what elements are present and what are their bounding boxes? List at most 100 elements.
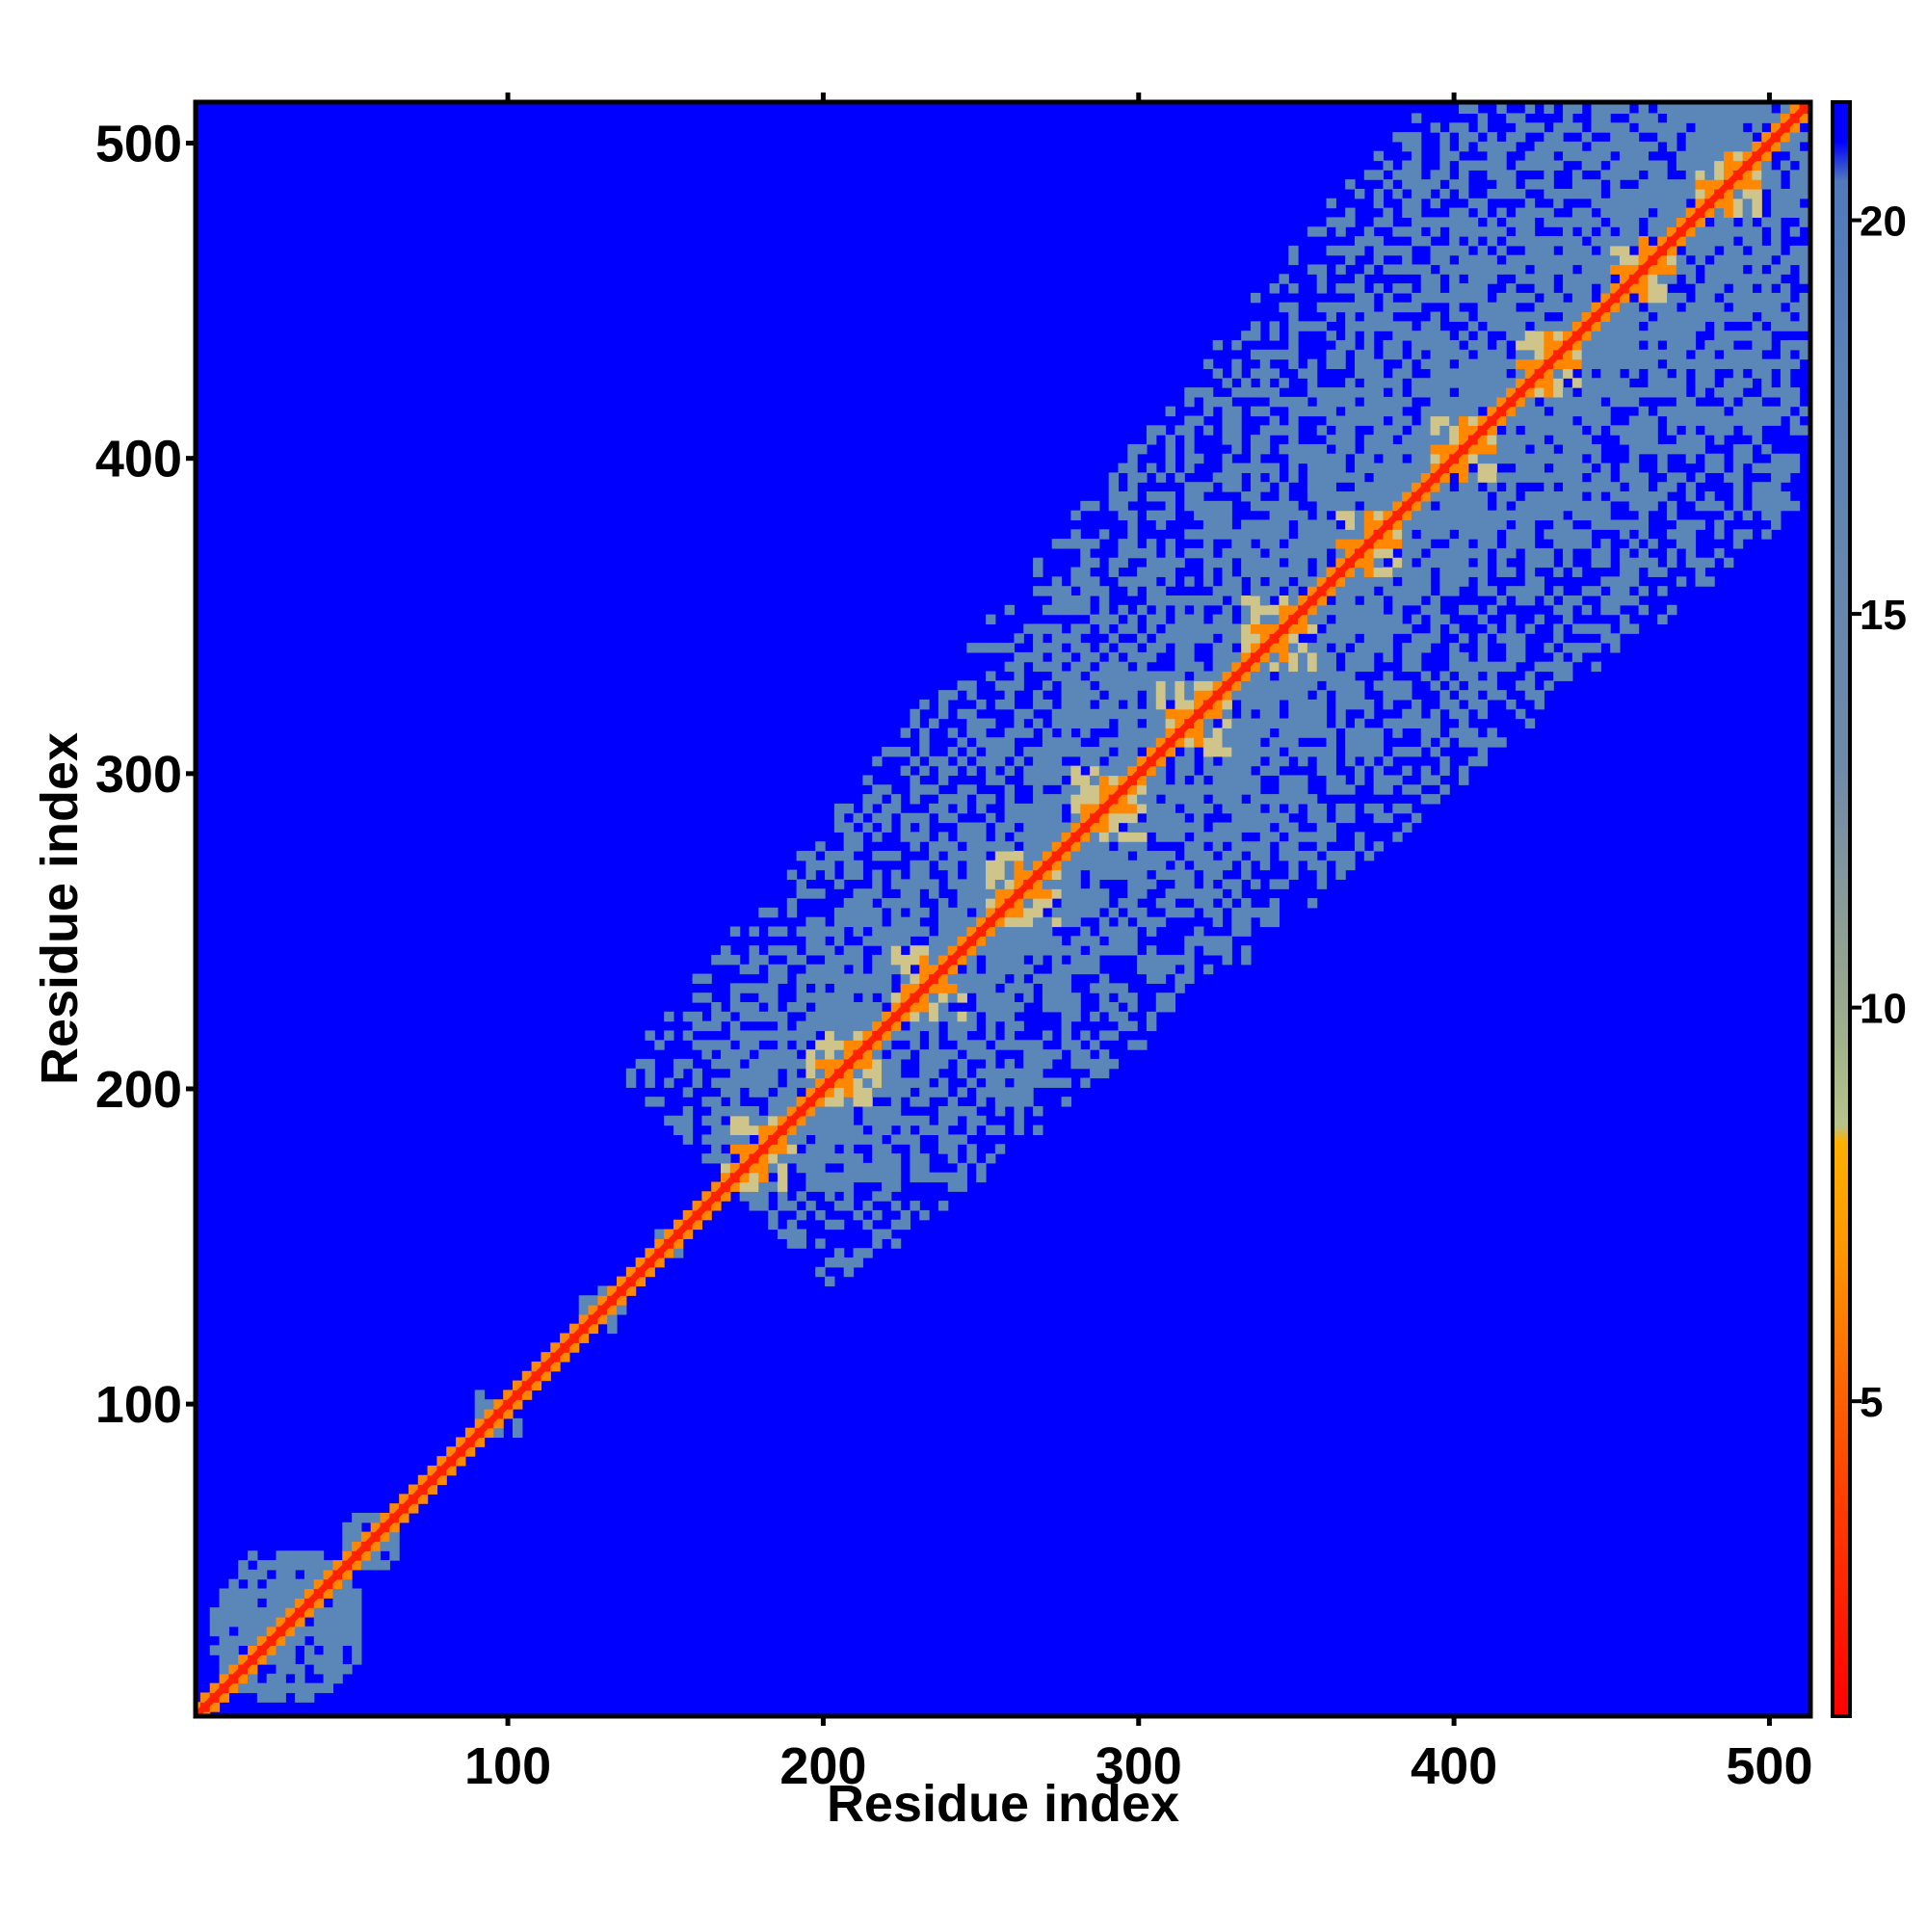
heatmap-cell [1137, 633, 1148, 644]
heatmap-cell [777, 1144, 788, 1154]
heatmap-cell [1420, 718, 1432, 728]
heatmap-cell [985, 1077, 996, 1088]
heatmap-cell [1137, 860, 1148, 871]
heatmap-cell [1752, 482, 1762, 492]
heatmap-cell [1524, 576, 1536, 587]
heatmap-cell [1524, 349, 1536, 360]
heatmap-cell [1411, 443, 1422, 455]
heatmap-cell [1373, 245, 1385, 256]
heatmap-cell [1534, 453, 1544, 464]
heatmap-cell [1146, 737, 1157, 748]
heatmap-cell [1610, 141, 1621, 152]
heatmap-cell [1676, 349, 1687, 360]
heatmap-cell [1477, 302, 1489, 313]
heatmap-cell [1695, 236, 1705, 247]
heatmap-cell [833, 1257, 845, 1268]
heatmap-cell [1354, 832, 1365, 842]
heatmap-cell [1212, 907, 1224, 918]
heatmap-cell [900, 1077, 911, 1088]
heatmap-cell [1648, 349, 1658, 360]
heatmap-cell [1487, 368, 1497, 379]
heatmap-cell [1345, 728, 1356, 738]
heatmap-cell [777, 1097, 788, 1107]
heatmap-cell [1014, 1125, 1024, 1136]
heatmap-cell [910, 784, 920, 795]
heatmap-cell [1449, 406, 1460, 417]
heatmap-cell [777, 1087, 788, 1098]
heatmap-cell [1231, 633, 1242, 644]
heatmap-cell [966, 916, 977, 928]
heatmap-cell [1515, 311, 1526, 322]
heatmap-cell [1742, 254, 1754, 266]
heatmap-cell [1648, 302, 1658, 313]
heatmap-cell [1459, 633, 1469, 644]
heatmap-cell [1714, 170, 1725, 180]
heatmap-cell [1563, 604, 1573, 616]
heatmap-cell [1098, 888, 1110, 899]
heatmap-cell [1090, 775, 1100, 785]
heatmap-cell [786, 1030, 798, 1041]
heatmap-cell [238, 1598, 249, 1608]
heatmap-cell [1402, 396, 1412, 408]
heatmap-cell [1704, 113, 1715, 123]
heatmap-cell [1070, 907, 1081, 918]
heatmap-cell [1345, 737, 1356, 748]
heatmap-cell [1571, 510, 1583, 521]
heatmap-cell [1241, 699, 1252, 710]
heatmap-cell [380, 1512, 390, 1523]
heatmap-cell [1051, 604, 1063, 616]
heatmap-cell [1600, 141, 1611, 152]
heatmap-cell [1212, 614, 1224, 625]
heatmap-cell [862, 907, 873, 918]
heatmap-cell [729, 1105, 741, 1117]
heatmap-cell [1259, 671, 1271, 681]
heatmap-cell [276, 1664, 286, 1675]
heatmap-cell [1600, 283, 1611, 294]
heatmap-cell [1477, 567, 1489, 577]
heatmap-cell [739, 983, 751, 993]
heatmap-cell [1298, 623, 1308, 634]
heatmap-cell [1496, 150, 1507, 162]
heatmap-cell [1070, 529, 1081, 540]
heatmap-cell [1402, 680, 1412, 691]
heatmap-cell [248, 1626, 258, 1637]
heatmap-cell [1335, 557, 1346, 569]
heatmap-cell [1373, 500, 1385, 512]
heatmap-cell [1439, 671, 1450, 681]
heatmap-cell [1628, 254, 1640, 266]
heatmap-cell [1137, 604, 1148, 616]
heatmap-cell [1685, 274, 1697, 284]
heatmap-cell [966, 1105, 977, 1117]
heatmap-cell [1363, 557, 1375, 569]
heatmap-cell [1373, 614, 1385, 625]
heatmap-cell [1553, 661, 1564, 673]
heatmap-cell [1477, 415, 1489, 426]
heatmap-cell [1563, 226, 1573, 237]
heatmap-cell [1070, 604, 1081, 616]
heatmap-cell [1175, 633, 1185, 644]
heatmap-cell [900, 728, 911, 738]
heatmap-cell [1487, 406, 1497, 417]
heatmap-cell [1137, 916, 1148, 928]
heatmap-cell [304, 1626, 315, 1637]
heatmap-cell [1742, 453, 1754, 464]
heatmap-cell [1090, 765, 1100, 777]
heatmap-cell [1732, 188, 1744, 199]
heatmap-cell [1288, 321, 1299, 331]
heatmap-cell [815, 1011, 826, 1022]
heatmap-cell [1430, 633, 1440, 644]
heatmap-cell [872, 869, 883, 881]
heatmap-cell [1723, 160, 1734, 171]
heatmap-cell [682, 1105, 694, 1117]
heatmap-cell [1789, 500, 1801, 512]
heatmap-cell [1127, 765, 1138, 777]
heatmap-cell [1137, 954, 1148, 966]
heatmap-cell [1023, 860, 1034, 871]
heatmap-cell [1600, 292, 1611, 304]
heatmap-cell [910, 1172, 920, 1183]
heatmap-cell [1459, 491, 1469, 502]
heatmap-cell [1202, 576, 1214, 587]
heatmap-cell [1430, 623, 1440, 634]
heatmap-cell [1515, 586, 1526, 596]
heatmap-cell [881, 898, 892, 909]
